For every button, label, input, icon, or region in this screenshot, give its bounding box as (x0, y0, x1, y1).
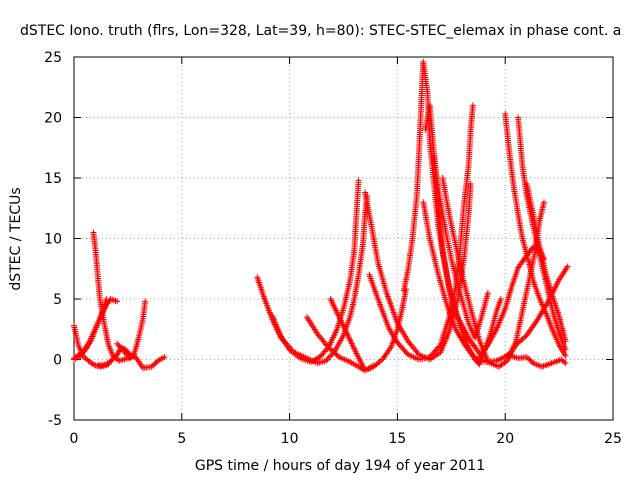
data-point (562, 352, 569, 359)
chart-title: dSTEC Iono. truth (flrs, Lon=328, Lat=39… (20, 23, 621, 39)
x-tick-label: 15 (388, 431, 406, 447)
data-point (564, 263, 571, 270)
data-series (71, 296, 110, 362)
data-point (562, 360, 569, 367)
data-series (269, 177, 362, 365)
data-point (91, 361, 98, 368)
y-tick-label: 0 (53, 353, 62, 369)
y-tick-label: 20 (44, 111, 62, 127)
data-point (103, 296, 110, 302)
data-point (467, 181, 474, 188)
data-point (541, 199, 548, 206)
data-point (161, 354, 168, 361)
data-series (502, 110, 569, 359)
data-point (561, 358, 568, 365)
x-tick-label: 10 (281, 431, 299, 447)
data-series (114, 298, 149, 362)
data-point (469, 102, 476, 109)
y-tick-label: 5 (53, 292, 62, 308)
data-point (562, 338, 569, 345)
data-point (528, 358, 535, 365)
axis-ticks: 0 5 10 15 20 25 -5 0 5 10 15 20 25 (44, 50, 622, 447)
data-series (90, 229, 138, 364)
y-tick-label: 10 (44, 232, 62, 248)
y-tick-label: 15 (44, 171, 62, 187)
data-series (523, 181, 569, 345)
x-tick-label: 5 (177, 431, 186, 447)
x-tick-label: 20 (496, 431, 514, 447)
data-point (377, 357, 384, 364)
data-point (484, 289, 491, 296)
data-marks (71, 58, 571, 374)
data-point (370, 362, 377, 369)
data-series (327, 296, 377, 374)
data-series (420, 199, 571, 365)
y-axis-label: dSTEC / TECUs (8, 187, 24, 290)
data-point (114, 298, 121, 305)
x-tick-label: 0 (70, 431, 79, 447)
data-point (142, 298, 149, 305)
x-tick-label: 25 (604, 431, 622, 447)
data-point (562, 346, 569, 353)
data-point (355, 177, 362, 184)
data-series (504, 351, 569, 370)
data-point (497, 296, 504, 302)
data-point (78, 350, 85, 357)
data-series (366, 102, 476, 363)
data-point (334, 352, 341, 359)
data-point (324, 342, 331, 349)
y-tick-label: -5 (48, 413, 62, 429)
y-tick-label: 25 (44, 50, 62, 66)
x-axis-label: GPS time / hours of day 194 of year 2011 (195, 458, 485, 474)
